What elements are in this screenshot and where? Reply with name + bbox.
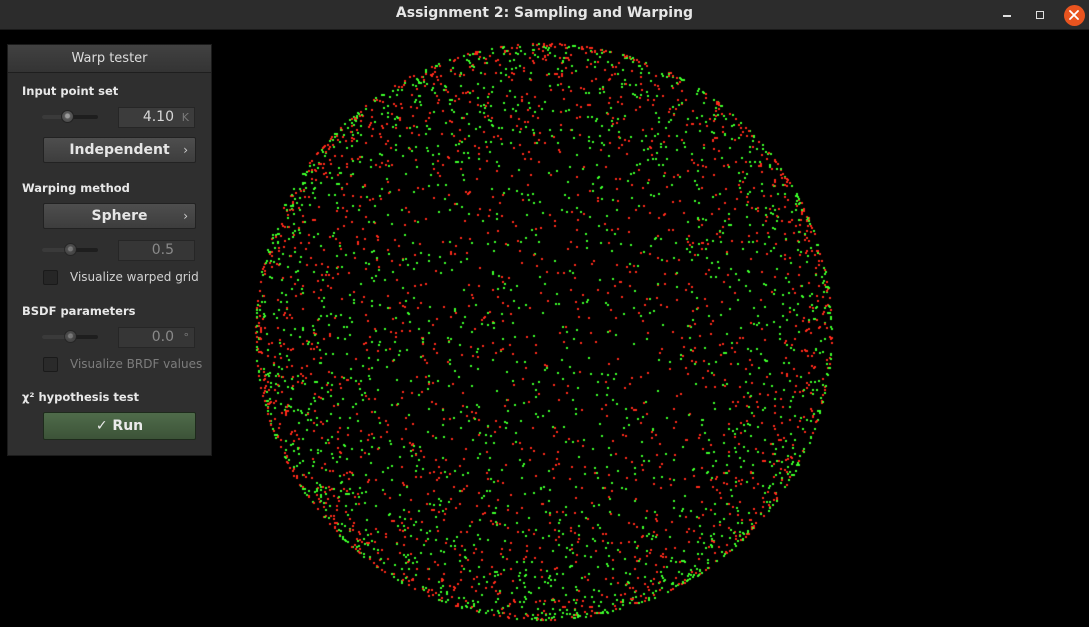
window-title: Assignment 2: Sampling and Warping [395, 5, 694, 21]
point-type-value: Independent [69, 142, 170, 158]
visualize-brdf-label: Visualize BRDF values [70, 357, 203, 371]
point-count-value: 4.10 [142, 109, 174, 125]
visualize-brdf-checkbox[interactable] [43, 357, 58, 372]
warp-tester-panel: Warp tester Input point set 4.10 K Indep… [7, 44, 212, 456]
slider-knob[interactable] [63, 330, 77, 343]
bsdf-value-field[interactable]: 0.0 ° [118, 327, 195, 348]
minimize-icon [1003, 15, 1011, 17]
warping-method-dropdown[interactable]: Sphere › [43, 203, 196, 229]
chevron-right-icon: › [183, 209, 188, 223]
visualize-warped-grid-row[interactable]: Visualize warped grid [43, 270, 203, 286]
chevron-right-icon: › [183, 143, 188, 157]
slider-knob[interactable] [61, 110, 75, 123]
input-point-set-label: Input point set [22, 84, 119, 98]
warping-method-label: Warping method [22, 181, 130, 195]
maximize-icon [1036, 11, 1044, 19]
close-button[interactable] [1063, 4, 1085, 26]
point-count-field[interactable]: 4.10 K [118, 107, 195, 128]
minimize-button[interactable] [996, 4, 1018, 26]
point-count-unit: K [181, 111, 189, 124]
point-type-dropdown[interactable]: Independent › [43, 137, 196, 163]
slider-fill [42, 115, 68, 119]
maximize-button[interactable] [1029, 4, 1051, 26]
bsdf-value: 0.0 [151, 329, 174, 345]
point-count-slider[interactable] [42, 109, 98, 125]
title-bar: Assignment 2: Sampling and Warping [0, 0, 1089, 30]
warping-method-value: Sphere [91, 208, 148, 224]
chi2-test-label: χ² hypothesis test [22, 390, 140, 404]
run-button[interactable]: ✓ Run [43, 412, 196, 440]
warping-parameter-value: 0.5 [151, 242, 174, 258]
warping-parameter-slider[interactable] [42, 242, 98, 258]
bsdf-unit: ° [183, 331, 190, 344]
bsdf-slider[interactable] [42, 329, 98, 345]
visualize-brdf-row[interactable]: Visualize BRDF values [43, 357, 203, 373]
slider-fill [42, 335, 70, 339]
visualize-warped-grid-label: Visualize warped grid [70, 270, 199, 284]
slider-fill [42, 248, 70, 252]
warping-parameter-field[interactable]: 0.5 [118, 240, 195, 261]
visualize-warped-grid-checkbox[interactable] [43, 270, 58, 285]
bsdf-parameters-label: BSDF parameters [22, 304, 136, 318]
panel-title[interactable]: Warp tester [8, 45, 211, 73]
slider-knob[interactable] [63, 243, 77, 256]
close-icon [1063, 4, 1085, 26]
